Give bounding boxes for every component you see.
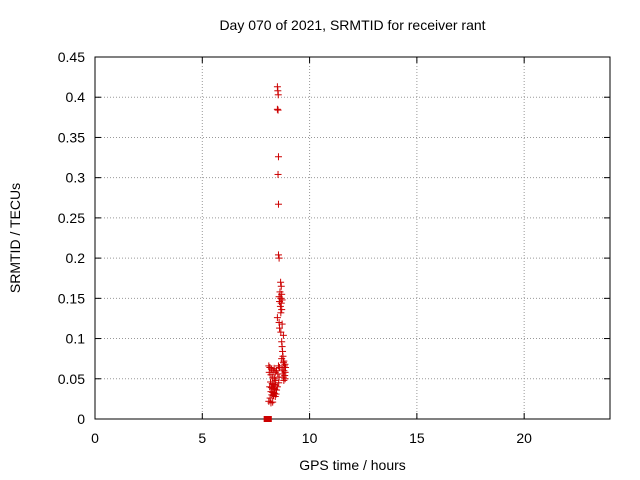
y-tick-label: 0.15 bbox=[58, 290, 85, 306]
data-point bbox=[280, 367, 288, 375]
y-tick-label: 0.45 bbox=[58, 49, 85, 65]
data-point bbox=[276, 364, 284, 372]
y-tick-label: 0.4 bbox=[66, 89, 86, 105]
data-point bbox=[277, 282, 285, 290]
data-point bbox=[275, 254, 283, 262]
data-point bbox=[277, 278, 285, 286]
y-tick-label: 0.1 bbox=[66, 331, 86, 347]
data-point bbox=[274, 153, 282, 161]
data-point bbox=[281, 375, 289, 383]
y-tick-label: 0.25 bbox=[58, 210, 85, 226]
data-point bbox=[276, 324, 284, 332]
data-point bbox=[278, 320, 286, 328]
data-point bbox=[276, 298, 284, 306]
y-tick-label: 0 bbox=[77, 411, 85, 427]
axis-ticks: 0 0.05 0.1 0.15 0.2 0.25 0.3 0.35 0.4 0.45 0 5 10 15 2… bbox=[58, 49, 610, 446]
data-point bbox=[268, 391, 276, 399]
plot-frame bbox=[94, 56, 611, 420]
data-point-square bbox=[265, 416, 272, 422]
data-point bbox=[269, 398, 277, 406]
data-point bbox=[271, 392, 279, 400]
data-points bbox=[263, 83, 290, 422]
y-tick-label: 0.05 bbox=[58, 371, 85, 387]
data-point bbox=[274, 251, 282, 259]
data-point bbox=[275, 379, 283, 387]
data-point bbox=[274, 362, 282, 370]
y-tick-label: 0.3 bbox=[66, 170, 86, 186]
data-point bbox=[273, 314, 281, 322]
data-point bbox=[274, 106, 282, 114]
data-point bbox=[279, 359, 287, 367]
data-point bbox=[273, 367, 281, 375]
x-tick-label: 5 bbox=[198, 430, 206, 446]
x-tick-label: 10 bbox=[302, 430, 318, 446]
data-point bbox=[281, 360, 289, 368]
data-point bbox=[280, 376, 288, 384]
data-point bbox=[274, 370, 282, 378]
chart-title: Day 070 of 2021, SRMTID for receiver ran… bbox=[219, 17, 486, 33]
data-point bbox=[274, 170, 282, 178]
data-point bbox=[279, 331, 287, 339]
data-point bbox=[266, 394, 274, 402]
data-point bbox=[274, 200, 282, 208]
grid-lines bbox=[95, 57, 610, 419]
x-axis-label: GPS time / hours bbox=[299, 457, 406, 473]
data-point bbox=[266, 364, 274, 372]
data-point bbox=[269, 373, 277, 381]
data-point bbox=[273, 105, 281, 113]
data-point bbox=[267, 388, 275, 396]
y-tick-label: 0.35 bbox=[58, 129, 85, 145]
y-tick-label: 0.2 bbox=[66, 250, 86, 266]
data-point bbox=[273, 383, 281, 391]
data-point bbox=[278, 306, 286, 314]
x-tick-label: 15 bbox=[409, 430, 425, 446]
data-point bbox=[274, 91, 282, 99]
data-point bbox=[277, 299, 285, 307]
data-point bbox=[276, 302, 284, 310]
data-point bbox=[277, 309, 285, 317]
data-point bbox=[266, 383, 274, 391]
x-tick-label: 0 bbox=[91, 430, 99, 446]
x-tick-label: 20 bbox=[516, 430, 532, 446]
data-point bbox=[267, 399, 275, 407]
